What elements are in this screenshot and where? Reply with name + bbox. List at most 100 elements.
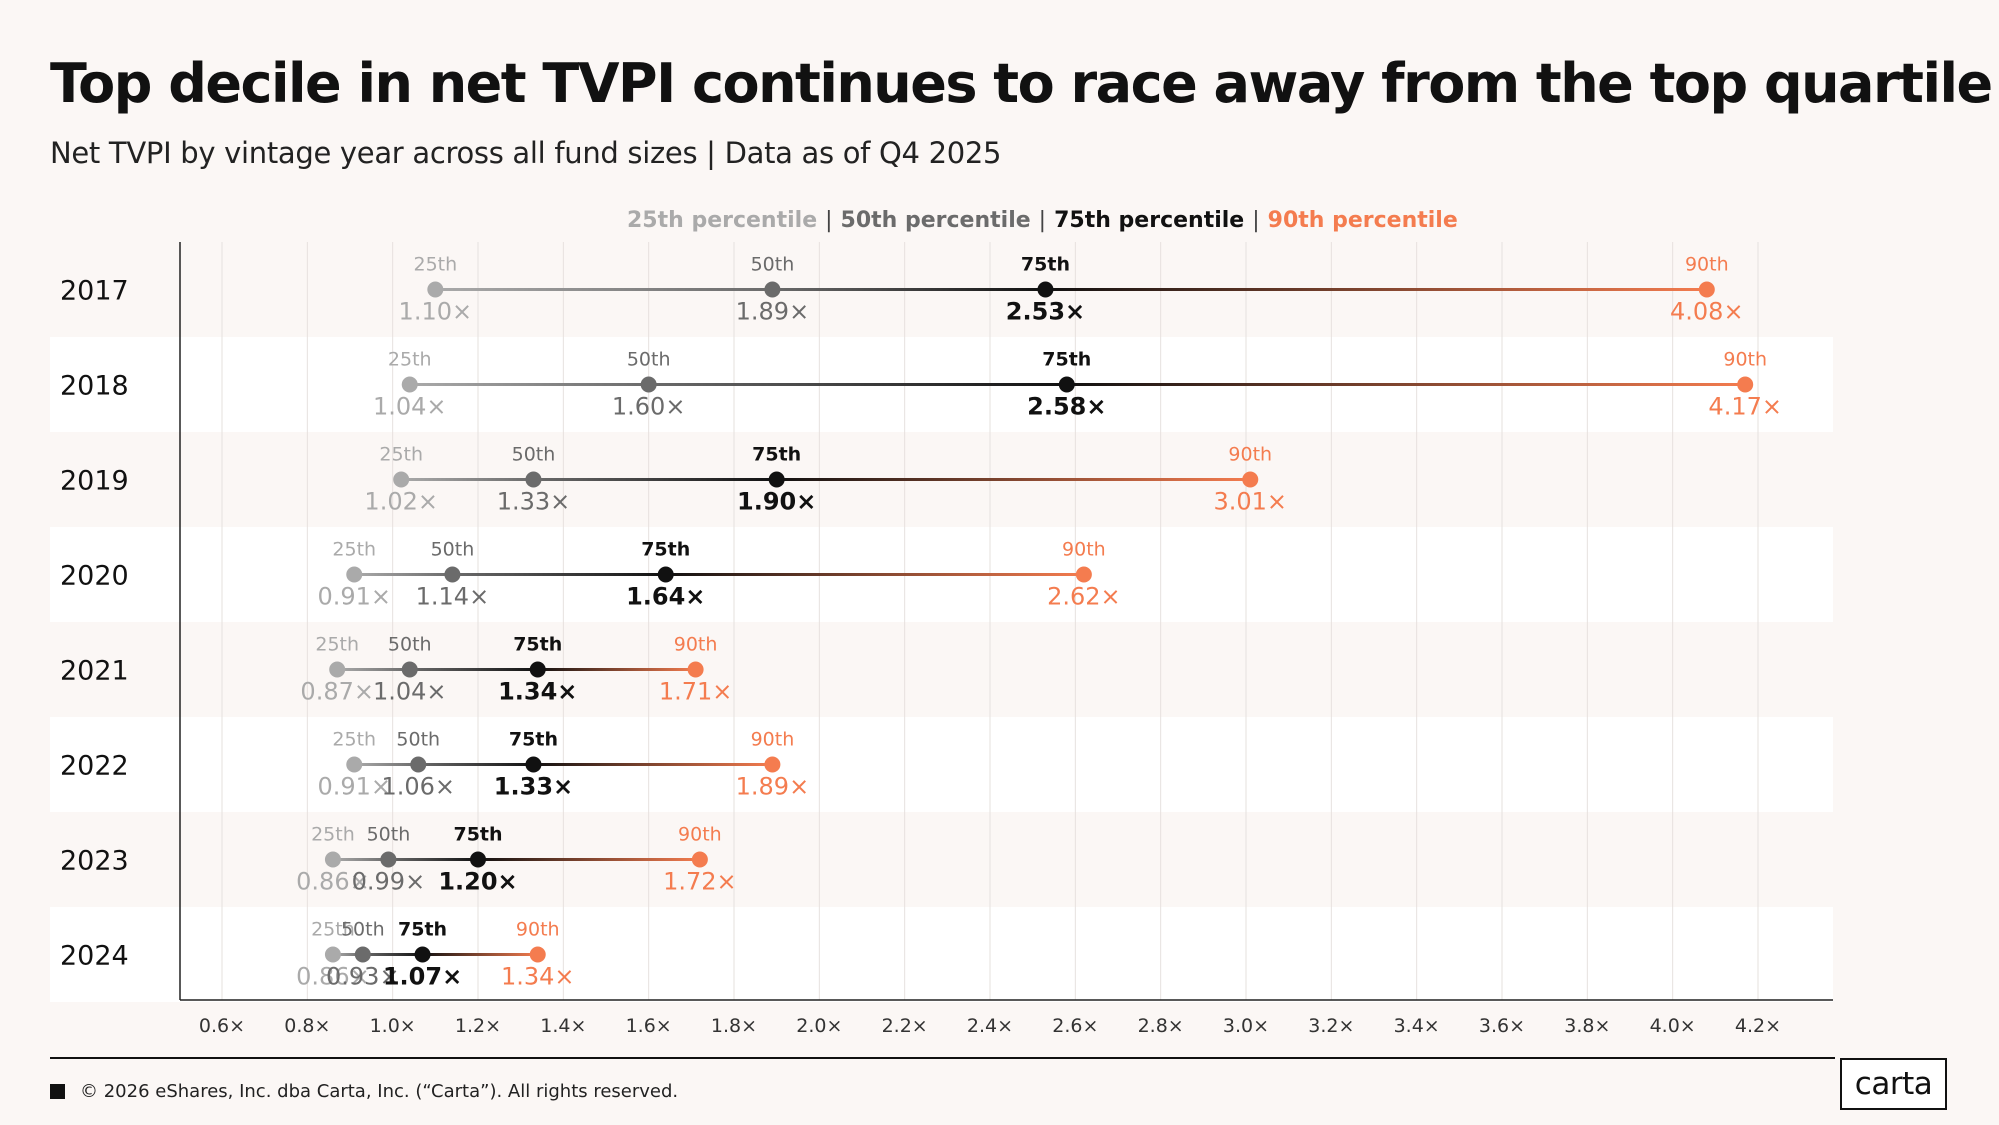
y-category-label: 2018 xyxy=(60,371,129,402)
value-label: 0.86× xyxy=(296,963,370,991)
dot-p75 xyxy=(470,851,486,868)
percentile-label: 90th xyxy=(674,634,718,656)
dot-p50 xyxy=(354,946,371,963)
percentile-label: 50th xyxy=(512,444,556,466)
dot-p50 xyxy=(640,376,657,393)
chart-title: Top decile in net TVPI continues to race… xyxy=(50,52,1993,115)
x-tick-label: 3.6× xyxy=(1479,1015,1525,1037)
percentile-label: 25th xyxy=(311,919,355,941)
legend-separator: | xyxy=(1252,208,1260,233)
legend-item-50th: 50th percentile xyxy=(840,208,1031,233)
value-label: 1.33× xyxy=(497,488,571,516)
dot-p50 xyxy=(764,281,781,298)
dot-p75 xyxy=(529,661,546,678)
value-label: 2.62× xyxy=(1047,583,1121,611)
dot-p90 xyxy=(1698,281,1715,298)
percentile-label: 90th xyxy=(751,729,795,751)
footer-divider xyxy=(50,1057,1835,1059)
value-label: 1.34× xyxy=(501,963,575,991)
value-label: 4.17× xyxy=(1708,393,1782,421)
percentile-label: 50th xyxy=(341,919,385,941)
dot-p25 xyxy=(329,661,346,678)
percentile-label: 90th xyxy=(1062,539,1106,561)
dot-p50 xyxy=(380,851,397,868)
carta-logo: carta xyxy=(1840,1058,1947,1110)
percentile-label: 50th xyxy=(396,729,440,751)
x-tick-label: 1.2× xyxy=(455,1015,501,1037)
value-label: 1.72× xyxy=(663,868,737,896)
value-label: 1.89× xyxy=(736,298,810,326)
value-label: 3.01× xyxy=(1213,488,1287,516)
legend: 25th percentile | 50th percentile | 75th per… xyxy=(627,208,1458,233)
percentile-label: 25th xyxy=(388,349,432,371)
percentile-label: 75th xyxy=(453,824,502,846)
percentile-label: 75th xyxy=(1042,349,1091,371)
value-label: 1.04× xyxy=(373,678,447,706)
value-label: 1.60× xyxy=(612,393,686,421)
percentile-label: 50th xyxy=(388,634,432,656)
dot-p75 xyxy=(414,946,431,963)
dot-p75 xyxy=(1037,281,1054,298)
dot-p25 xyxy=(427,281,444,298)
x-tick-label: 4.0× xyxy=(1650,1015,1696,1037)
value-label: 1.07× xyxy=(383,963,462,991)
percentile-label: 25th xyxy=(332,729,376,751)
x-tick-label: 2.8× xyxy=(1138,1015,1184,1037)
percentile-label: 90th xyxy=(1685,254,1729,276)
dot-p25 xyxy=(324,851,341,868)
y-category-label: 2019 xyxy=(60,466,129,497)
percentile-label: 25th xyxy=(413,254,457,276)
legend-item-90th: 90th percentile xyxy=(1267,208,1458,233)
value-label: 1.20× xyxy=(438,868,517,896)
copyright-text: © 2026 eShares, Inc. dba Carta, Inc. (“C… xyxy=(80,1081,679,1102)
x-tick-label: 2.6× xyxy=(1052,1015,1098,1037)
value-label: 1.89× xyxy=(736,773,810,801)
dot-p75 xyxy=(657,566,674,583)
percentile-label: 75th xyxy=(752,444,801,466)
dot-p90 xyxy=(1242,471,1259,488)
percentile-label: 50th xyxy=(627,349,671,371)
legend-separator: | xyxy=(1038,208,1047,233)
value-label: 1.02× xyxy=(364,488,438,516)
legend-separator: | xyxy=(825,208,833,233)
dot-p90 xyxy=(1075,566,1092,583)
percentile-label: 75th xyxy=(641,539,690,561)
footer-square-icon xyxy=(50,1084,65,1099)
dot-p50 xyxy=(525,471,542,488)
value-label: 0.87× xyxy=(300,678,374,706)
y-category-label: 2017 xyxy=(60,276,129,307)
dot-p90 xyxy=(529,946,546,963)
value-label: 1.64× xyxy=(626,583,705,611)
legend-item-25th: 25th percentile xyxy=(627,208,818,233)
value-label: 1.34× xyxy=(498,678,577,706)
value-label: 1.14× xyxy=(416,583,490,611)
dot-p90 xyxy=(691,851,708,868)
x-tick-label: 3.4× xyxy=(1394,1015,1440,1037)
percentile-label: 90th xyxy=(1723,349,1767,371)
percentile-label: 50th xyxy=(367,824,411,846)
value-label: 1.06× xyxy=(381,773,455,801)
percentile-label: 75th xyxy=(398,919,447,941)
dot-p25 xyxy=(346,566,363,583)
dot-p90 xyxy=(764,756,781,773)
x-tick-label: 4.2× xyxy=(1735,1015,1781,1037)
percentile-label: 25th xyxy=(315,634,359,656)
value-label: 0.86× xyxy=(296,868,370,896)
footer: © 2026 eShares, Inc. dba Carta, Inc. (“C… xyxy=(50,1081,678,1102)
y-category-label: 2020 xyxy=(60,561,129,592)
value-label: 0.99× xyxy=(352,868,426,896)
value-label: 0.91× xyxy=(317,773,391,801)
dot-p25 xyxy=(324,946,341,963)
value-label: 2.53× xyxy=(1006,298,1085,326)
x-tick-label: 3.8× xyxy=(1564,1015,1610,1037)
value-label: 2.58× xyxy=(1027,393,1106,421)
percentile-label: 75th xyxy=(513,634,562,656)
x-tick-label: 0.6× xyxy=(199,1015,245,1037)
dot-p25 xyxy=(393,471,410,488)
percentile-label: 90th xyxy=(1228,444,1272,466)
dot-p90 xyxy=(687,661,704,678)
dot-p50 xyxy=(444,566,461,583)
x-tick-label: 3.2× xyxy=(1308,1015,1354,1037)
y-category-label: 2021 xyxy=(60,656,129,687)
